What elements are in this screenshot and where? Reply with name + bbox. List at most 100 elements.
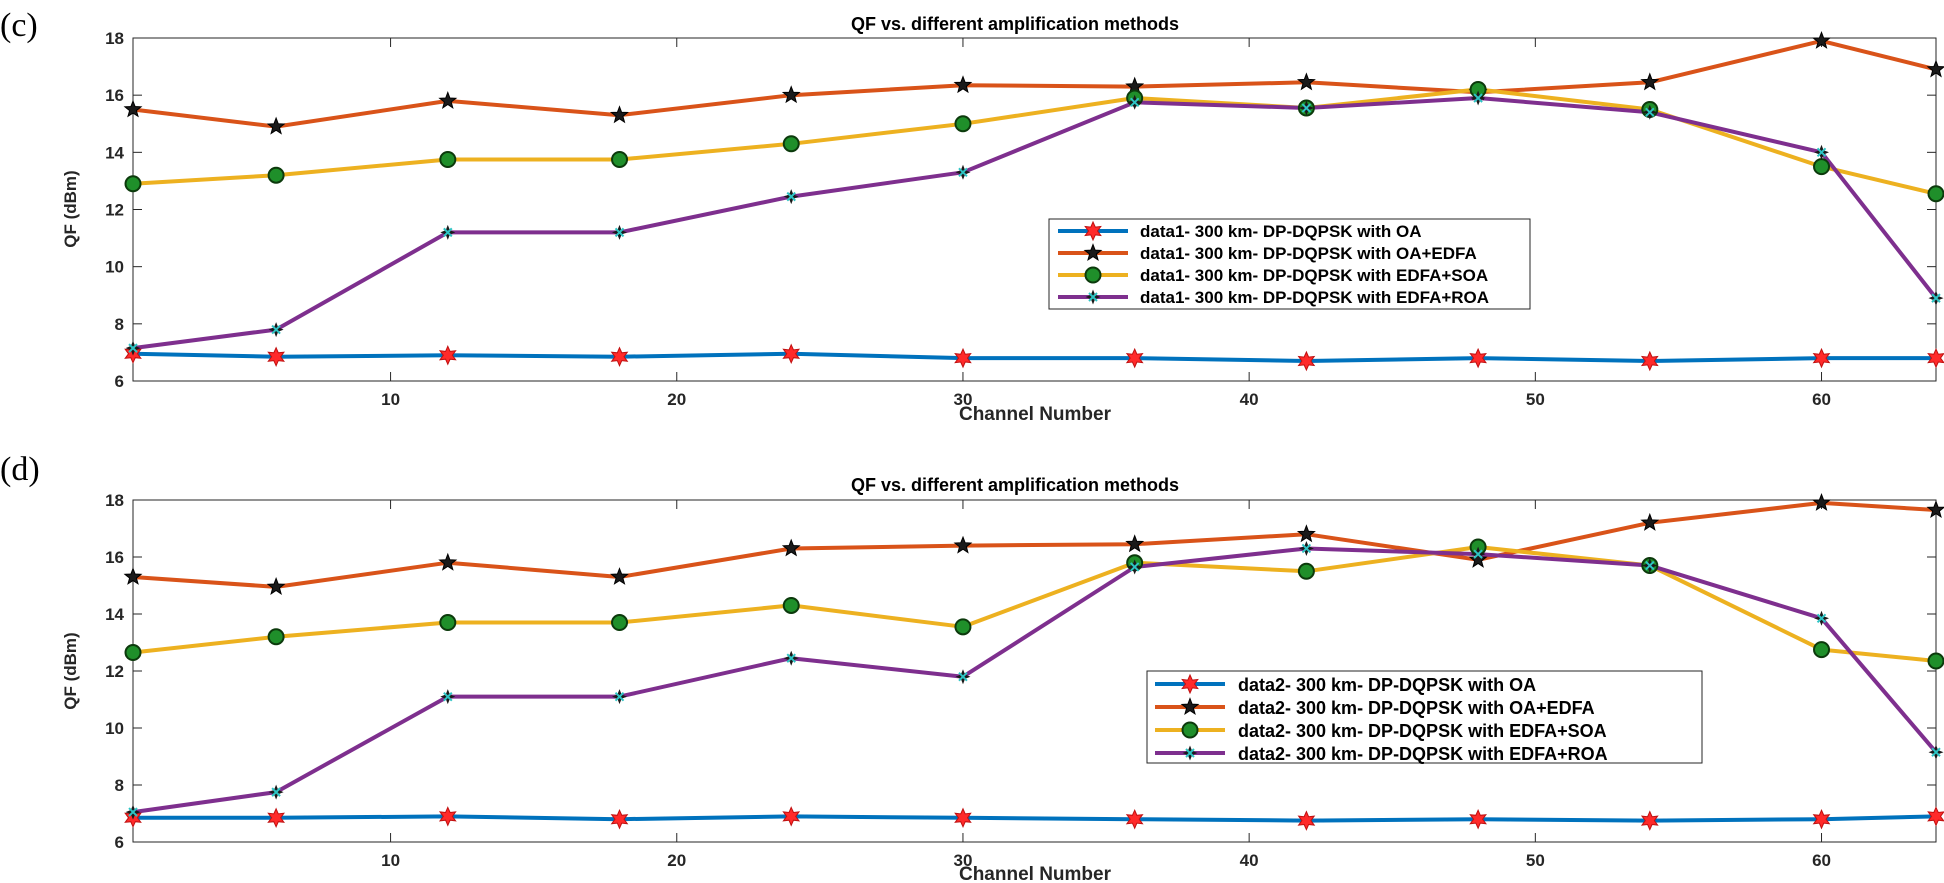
data-point bbox=[1812, 808, 1831, 830]
data-point bbox=[438, 806, 457, 827]
data-point bbox=[1298, 100, 1314, 116]
data-point bbox=[267, 628, 285, 646]
data-point bbox=[610, 567, 629, 585]
data-point bbox=[954, 347, 972, 369]
y-tick-label: 14 bbox=[105, 605, 124, 624]
legend-marker bbox=[1181, 721, 1199, 739]
data-point bbox=[955, 164, 971, 180]
legend-entry: data1- 300 km- DP-DQPSK with EDFA+ROA bbox=[1058, 288, 1489, 307]
data-point bbox=[1127, 559, 1143, 575]
data-point bbox=[1297, 810, 1316, 831]
data-point bbox=[438, 552, 458, 571]
data-point bbox=[783, 650, 799, 666]
series-lines bbox=[132, 500, 1938, 823]
data-point bbox=[954, 618, 972, 636]
x-tick-label: 10 bbox=[381, 390, 400, 409]
data-point bbox=[612, 689, 627, 705]
series-line bbox=[132, 545, 1937, 663]
x-tick-label: 30 bbox=[953, 851, 972, 870]
data-point bbox=[439, 150, 457, 168]
data-point bbox=[124, 175, 142, 193]
series-line bbox=[132, 500, 1937, 589]
y-tick-label: 18 bbox=[105, 29, 124, 48]
series-markers bbox=[123, 492, 1944, 831]
series-line bbox=[132, 351, 1936, 363]
series-line bbox=[133, 814, 1937, 823]
legend-label: data2- 300 km- DP-DQPSK with OA+EDFA bbox=[1238, 698, 1595, 718]
legend-marker bbox=[1180, 697, 1200, 716]
y-axis-label: QF (dBm) bbox=[61, 170, 80, 247]
legend-label: data2- 300 km- DP-DQPSK with EDFA+SOA bbox=[1238, 721, 1607, 741]
y-tick-label: 8 bbox=[115, 776, 124, 795]
legend-marker bbox=[1084, 266, 1102, 284]
series-line bbox=[132, 96, 1938, 351]
data-point bbox=[612, 224, 627, 240]
data-point bbox=[268, 322, 284, 338]
data-point bbox=[782, 596, 800, 614]
series-line bbox=[132, 38, 1937, 129]
data-point bbox=[1927, 652, 1944, 670]
data-point bbox=[782, 343, 801, 365]
legend-entry: data1- 300 km- DP-DQPSK with OA+EDFA bbox=[1058, 243, 1477, 263]
data-point bbox=[125, 804, 141, 820]
x-axis-label: Channel Number bbox=[959, 404, 1112, 425]
data-point bbox=[123, 567, 143, 585]
data-point bbox=[1470, 90, 1486, 106]
data-point bbox=[1812, 347, 1831, 369]
data-point bbox=[1640, 512, 1660, 531]
legend-label: data1- 300 km- DP-DQPSK with EDFA+ROA bbox=[1140, 288, 1489, 307]
y-tick-label: 10 bbox=[105, 719, 124, 738]
panel-label: (d) bbox=[0, 451, 40, 488]
data-point bbox=[267, 807, 285, 829]
data-point bbox=[440, 224, 456, 240]
data-point bbox=[1926, 59, 1944, 78]
chart-title: QF vs. different amplification methods bbox=[851, 14, 1179, 34]
chart-title: QF vs. different amplification methods bbox=[851, 475, 1179, 495]
legend-box bbox=[1048, 218, 1531, 310]
x-tick-label: 40 bbox=[1240, 851, 1259, 870]
y-tick-label: 16 bbox=[105, 86, 124, 105]
data-point bbox=[1125, 347, 1144, 369]
data-point bbox=[953, 75, 973, 94]
legend: data2- 300 km- DP-DQPSK with OA data2- 3… bbox=[1146, 670, 1703, 764]
data-point bbox=[1642, 104, 1658, 120]
data-point bbox=[610, 105, 629, 124]
data-point bbox=[1812, 492, 1831, 511]
data-point bbox=[438, 90, 458, 109]
y-tick-label: 16 bbox=[105, 548, 124, 567]
y-tick-label: 12 bbox=[105, 662, 124, 681]
y-tick-label: 10 bbox=[105, 258, 124, 277]
data-point bbox=[1640, 350, 1659, 372]
data-point bbox=[266, 116, 286, 135]
legend-marker bbox=[1084, 220, 1102, 242]
data-point bbox=[1813, 158, 1831, 176]
data-point bbox=[781, 85, 801, 104]
data-point bbox=[1926, 500, 1944, 519]
series-markers bbox=[123, 30, 1944, 372]
data-point bbox=[1127, 94, 1143, 110]
data-point bbox=[1928, 290, 1944, 306]
data-point bbox=[1125, 808, 1144, 830]
legend-label: data1- 300 km- DP-DQPSK with EDFA+SOA bbox=[1140, 266, 1488, 285]
axis-ticks: 10 20 30 40 50 60 6 8 10 12 14 16 18 bbox=[105, 491, 1936, 870]
data-point bbox=[953, 535, 973, 554]
x-tick-label: 60 bbox=[1812, 390, 1831, 409]
legend-box bbox=[1146, 670, 1703, 764]
legend: data1- 300 km- DP-DQPSK with OA data1- 3… bbox=[1048, 218, 1531, 310]
chart-panel-d: (d) QF vs. different amplification metho… bbox=[0, 451, 1944, 883]
legend-entry: data1- 300 km- DP-DQPSK with OA bbox=[1058, 220, 1422, 242]
x-axis-label: Channel Number bbox=[959, 864, 1112, 883]
data-point bbox=[1470, 546, 1486, 562]
data-point bbox=[1297, 562, 1315, 580]
x-tick-label: 10 bbox=[381, 851, 400, 870]
data-point bbox=[782, 135, 800, 153]
chart-panel-c: (c) QF vs. different amplification metho… bbox=[0, 7, 1944, 425]
data-point bbox=[439, 614, 457, 632]
data-point bbox=[610, 346, 629, 367]
data-point bbox=[1469, 808, 1487, 830]
x-tick-label: 40 bbox=[1240, 390, 1259, 409]
x-tick-label: 60 bbox=[1812, 851, 1831, 870]
legend-marker bbox=[1083, 243, 1103, 262]
data-point bbox=[268, 784, 284, 800]
